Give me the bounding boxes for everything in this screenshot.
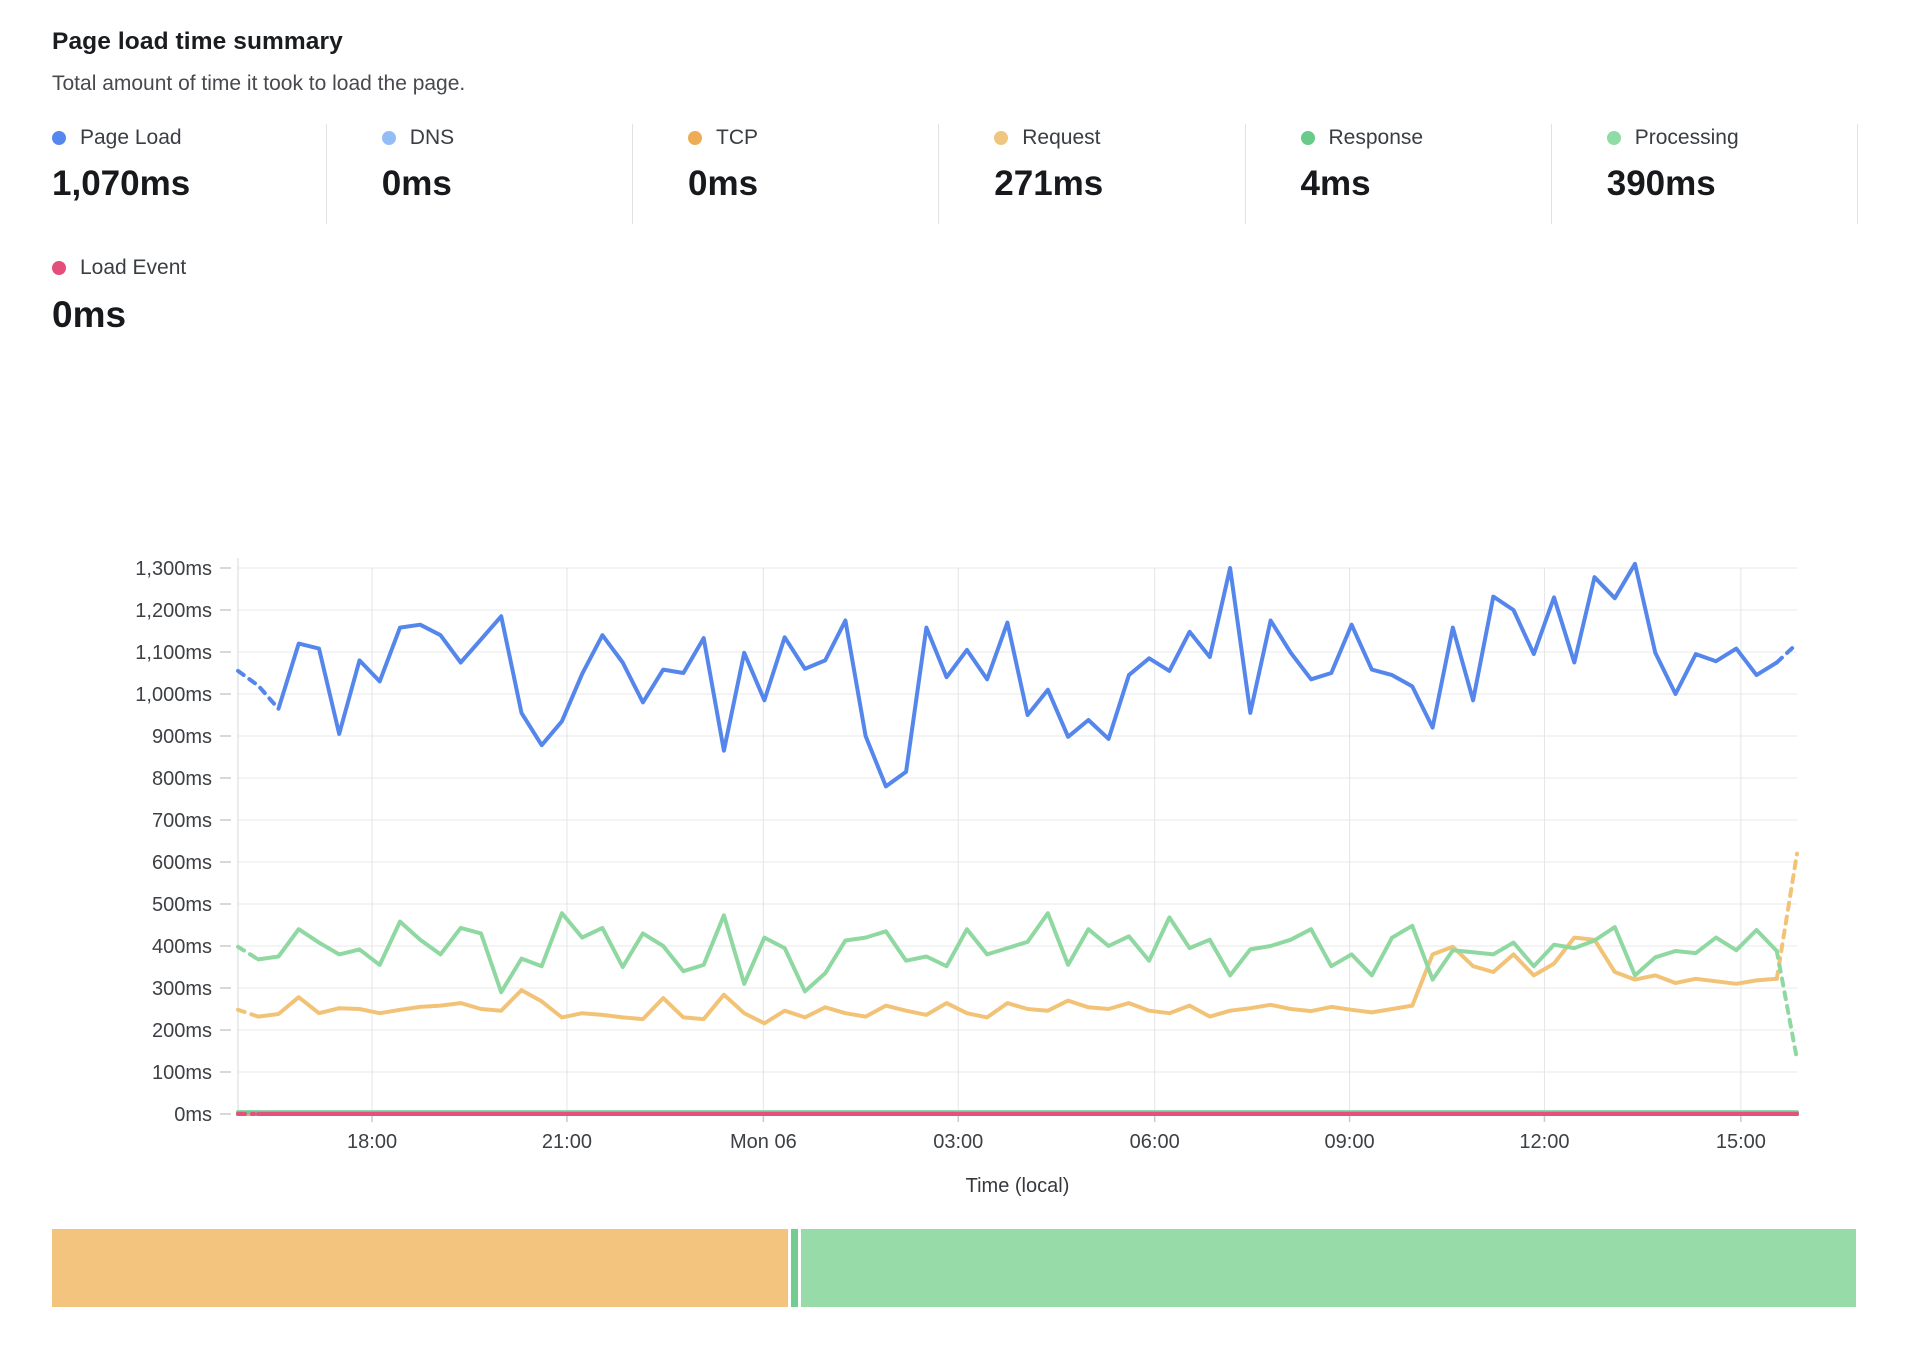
x-tick-label: 15:00: [1716, 1131, 1766, 1153]
page-load-time-chart[interactable]: 0ms 100ms 200ms 300ms 400ms 500ms 600ms 700ms 80…: [52, 542, 1858, 1204]
metric-dns: DNS 0ms: [327, 124, 634, 224]
y-tick-label: 1,100ms: [135, 642, 212, 664]
metric-value: 4ms: [1300, 164, 1371, 203]
y-tick-label: 600ms: [152, 852, 212, 874]
metric-label: TCP: [716, 126, 759, 149]
series-processing-line: [236, 944, 261, 962]
metric-load-event: Load Event 0ms: [52, 254, 332, 356]
metric-tcp: TCP 0ms: [633, 124, 940, 224]
chart-container: 0ms 100ms 200ms 300ms 400ms 500ms 600ms 700ms 80…: [52, 542, 1858, 1209]
status-timeline-bar[interactable]: [52, 1229, 1856, 1307]
status-segment-degraded[interactable]: [52, 1229, 788, 1307]
x-tick-label: 09:00: [1325, 1131, 1375, 1153]
y-tick-label: 100ms: [152, 1062, 212, 1084]
metric-value: 1,070ms: [52, 164, 191, 203]
y-tick-label: 400ms: [152, 936, 212, 958]
tcp-legend-dot: [688, 131, 703, 145]
y-tick-label: 800ms: [152, 768, 212, 790]
y-tick-label: 300ms: [152, 978, 212, 1000]
load-event-legend-dot: [52, 261, 66, 275]
y-tick-label: 200ms: [152, 1020, 212, 1042]
metric-label: Processing: [1634, 126, 1739, 149]
status-segment-ok[interactable]: [800, 1229, 1856, 1307]
series-page-load-line: [1774, 641, 1799, 665]
processing-legend-dot: [1606, 131, 1621, 145]
metric-label: Load Event: [80, 256, 187, 279]
metric-request: Request 271ms: [939, 124, 1246, 224]
metric-label: Response: [1328, 126, 1424, 149]
dns-legend-dot: [381, 131, 396, 145]
y-tick-label: 1,200ms: [135, 600, 212, 622]
page-title: Page load time summary: [52, 28, 343, 55]
series-processing-line: [1774, 949, 1799, 1062]
page-load-legend-dot: [52, 131, 66, 145]
y-tick-label: 1,000ms: [135, 684, 212, 706]
status-segment-ok-sliver[interactable]: [790, 1229, 798, 1307]
metric-value: 271ms: [994, 164, 1104, 203]
metric-processing: Processing 390ms: [1552, 124, 1858, 224]
y-tick-label: 700ms: [152, 810, 212, 832]
metric-value: 0ms: [52, 294, 127, 335]
metric-value: 0ms: [688, 164, 759, 203]
x-tick-label: Mon 06: [730, 1131, 797, 1153]
x-tick-label: 21:00: [542, 1131, 592, 1153]
y-tick-label: 0ms: [174, 1104, 212, 1126]
page-subtitle: Total amount of time it took to load the…: [52, 72, 466, 95]
response-legend-dot: [1300, 131, 1315, 145]
series-request-line: [256, 935, 1779, 1026]
x-tick-label: 06:00: [1130, 1131, 1180, 1153]
series-page-load-line: [236, 668, 281, 711]
metric-label: DNS: [409, 126, 455, 149]
metrics-row-2: Load Event 0ms: [52, 254, 1858, 356]
x-tick-label: 12:00: [1519, 1131, 1569, 1153]
x-tick-label: 18:00: [347, 1131, 397, 1153]
metric-label: Request: [1022, 126, 1101, 149]
request-legend-dot: [994, 131, 1009, 145]
metric-page-load: Page Load 1,070ms: [52, 124, 327, 224]
metric-value: 390ms: [1606, 164, 1716, 203]
x-axis-title: Time (local): [966, 1175, 1070, 1197]
series-page-load-line: [276, 561, 1779, 789]
metric-response: Response 4ms: [1246, 124, 1552, 224]
metric-label: Page Load: [80, 126, 182, 149]
series-request-line: [236, 1007, 261, 1019]
series-processing-line: [256, 911, 1779, 995]
y-tick-label: 500ms: [152, 894, 212, 916]
metric-value: 0ms: [381, 164, 452, 203]
x-tick-label: 03:00: [933, 1131, 983, 1153]
y-tick-label: 1,300ms: [135, 558, 212, 580]
series-request-line: [1774, 851, 1799, 981]
y-tick-label: 900ms: [152, 726, 212, 748]
metrics-row-1: Page Load 1,070ms DNS 0ms TCP 0ms Reques…: [52, 124, 1858, 224]
